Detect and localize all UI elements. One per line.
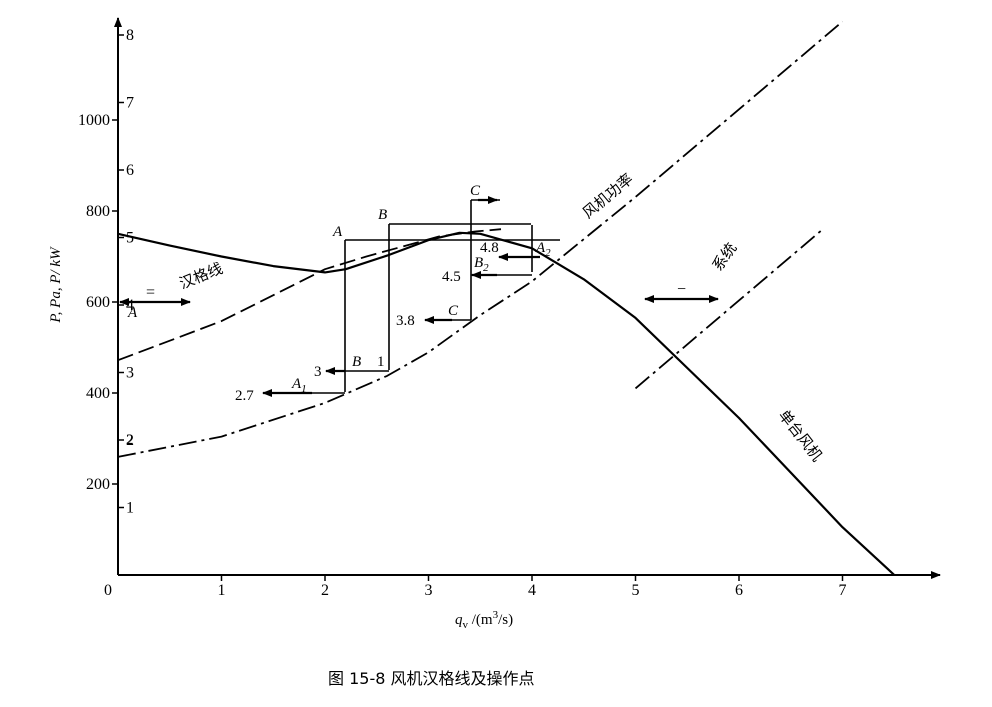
hanger-line-label: 汉格线 (177, 259, 225, 293)
series-line-3 (634, 229, 823, 390)
point-c: C (470, 183, 481, 199)
annotation-2-7: 2.7 (235, 388, 254, 404)
y-tick-label-power: 6 (126, 162, 134, 179)
x-tick-label: 6 (735, 582, 743, 599)
y-tick-label-power: 5 (126, 230, 134, 247)
y-tick-label-pressure: 400 (86, 385, 110, 402)
single-fan-label: 单台风机 (775, 406, 826, 464)
annotation-3: 3 (314, 364, 322, 380)
annotation-4-5: 4.5 (442, 269, 461, 285)
point-a: A (332, 224, 343, 240)
y-tick-label-power: 8 (126, 27, 134, 44)
fan-power-label: 风机功率 (579, 170, 637, 222)
point-a1: A1 (291, 376, 307, 395)
y-tick-label-power: 4 (126, 297, 134, 314)
point-c-lower: C (448, 303, 459, 319)
operating-lines (277, 199, 560, 394)
annotation-3-8: 3.8 (396, 313, 415, 329)
figure-caption-text: 图 15-8 风机汉格线及操作点 (328, 669, 535, 688)
annotation-4-8: 4.8 (480, 240, 499, 256)
x-tick-label: 2 (321, 582, 329, 599)
series-layer (117, 20, 896, 576)
y-tick-label-power: 1 (126, 500, 134, 517)
left-number-2: 2 (126, 432, 134, 448)
y-tick-label-power: 3 (126, 365, 134, 382)
equal-sign: = (146, 284, 155, 301)
x-tick-label: 0 (104, 582, 112, 599)
series-line-0 (117, 231, 896, 576)
x-tick-label: 1 (218, 582, 226, 599)
system-label: 系统 (709, 239, 741, 274)
x-tick-label: 5 (632, 582, 640, 599)
arrows (119, 196, 719, 397)
y-axis-title: P, Pa, P/ kW (48, 246, 64, 324)
axis-ticks: 0 1 2 3 4 5 6 7 200 400 600 800 1000 1 2 3 4 5 6 7 8 (78, 27, 847, 599)
y-tick-label-power: 7 (126, 95, 134, 112)
x-tick-label: 7 (839, 582, 847, 599)
point-b: B (378, 207, 387, 223)
annotation-1: 1 (377, 354, 385, 370)
minus-sign: − (677, 281, 686, 298)
y-tick-label-pressure: 1000 (78, 112, 110, 129)
series-line-1 (117, 20, 844, 458)
y-tick-label-power: 2 (126, 432, 134, 449)
x-tick-label: 3 (425, 582, 433, 599)
y-tick-label-pressure: 800 (86, 203, 110, 220)
point-b2: B2 (474, 255, 489, 274)
y-tick-label-pressure: 600 (86, 294, 110, 311)
point-a-left: A (127, 305, 138, 321)
y-tick-label-pressure: 200 (86, 476, 110, 493)
x-axis-title: qv /(m3/s) (455, 609, 513, 631)
point-b-lower: B (352, 354, 361, 370)
x-tick-label: 4 (528, 582, 536, 599)
point-a2: A2 (535, 240, 551, 259)
